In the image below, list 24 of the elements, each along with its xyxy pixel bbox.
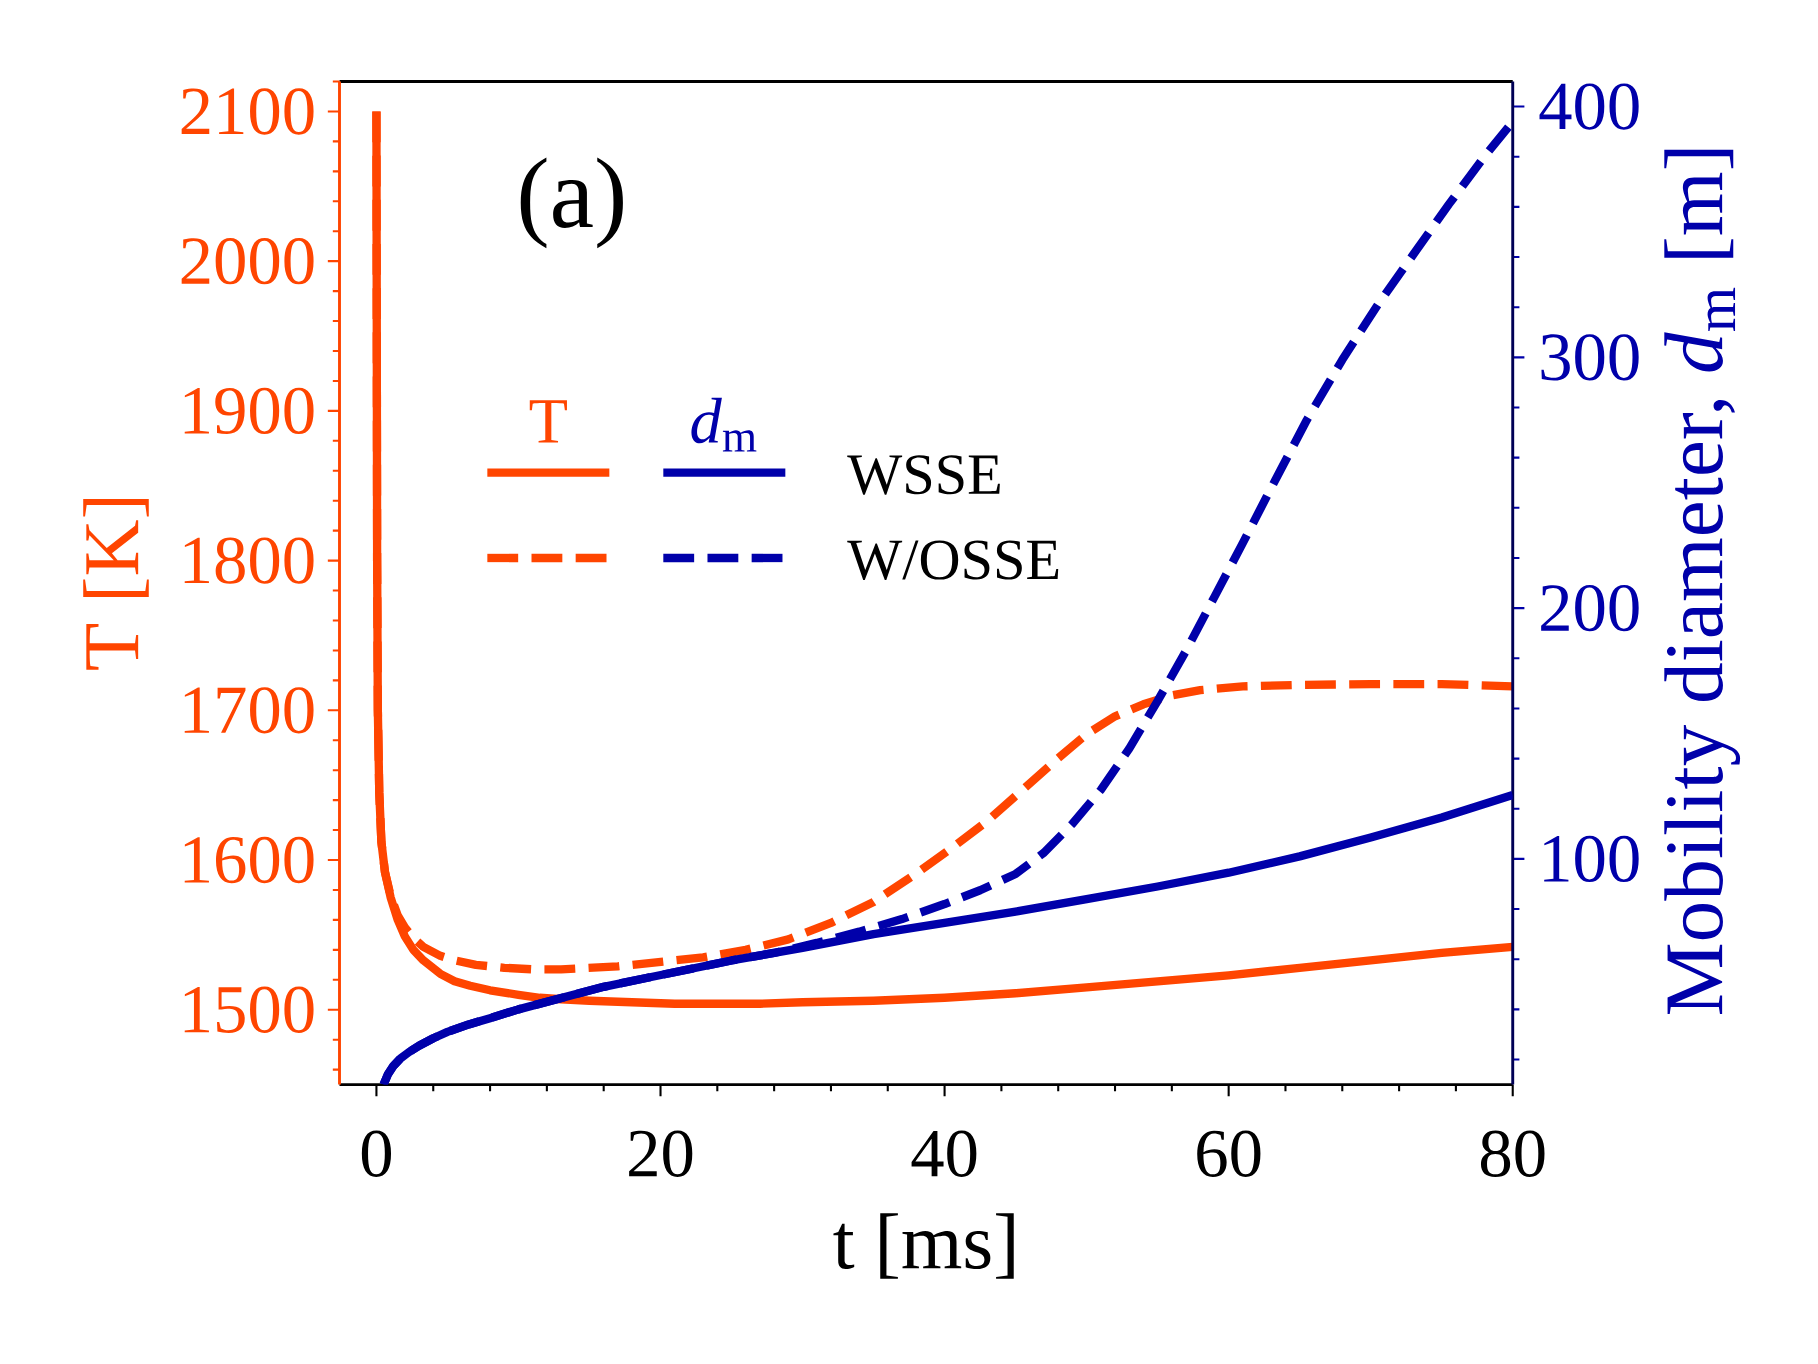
y-axis-title: T [K]: [83, 498, 149, 670]
y-tick-label: 1700: [184, 687, 314, 734]
annotation: d$_{m}$: [691, 397, 757, 452]
x-tick-label: 40: [911, 1130, 977, 1177]
y2-axis-title: Mobility diameter, d$_{m}$ [m]: [1664, 149, 1741, 1015]
annotation: (a): [520, 157, 623, 249]
y-tick-label: 1600: [184, 836, 314, 884]
y2-tick-label: 100: [1544, 835, 1639, 883]
x-tick-label: 60: [1197, 1130, 1261, 1177]
x-tick-label: 20: [629, 1130, 693, 1177]
y-tick-label: 1500: [184, 986, 314, 1033]
legend-label: WSSE: [847, 455, 1000, 495]
legend-label: W/OSSE: [847, 540, 1059, 580]
y2-tick-label: 300: [1541, 334, 1639, 381]
x-axis-title: t [ms]: [833, 1213, 1014, 1279]
y-tick-label: 1900: [184, 387, 314, 435]
x-tick-label: 0: [361, 1130, 392, 1177]
y-tick-label: 2100: [181, 88, 314, 135]
y-tick-label: 2000: [181, 237, 314, 285]
x-tick-label: 80: [1480, 1130, 1545, 1177]
y2-tick-label: 400: [1539, 83, 1639, 130]
annotation: T: [529, 400, 567, 443]
y2-tick-label: 200: [1541, 584, 1639, 632]
y-tick-label: 1800: [184, 537, 314, 584]
